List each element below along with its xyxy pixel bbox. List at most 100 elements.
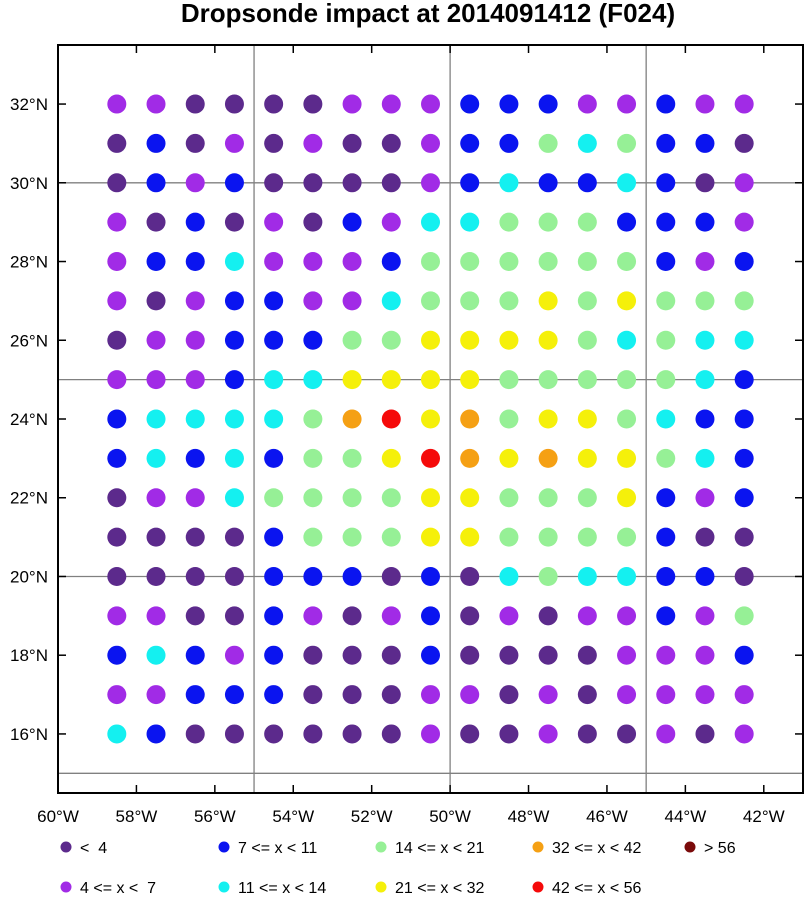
x-tick-label: 52°W	[351, 807, 393, 826]
impact-point	[734, 566, 754, 586]
impact-point	[617, 488, 637, 508]
impact-point	[734, 370, 754, 390]
impact-point	[734, 94, 754, 114]
impact-point	[656, 173, 676, 193]
impact-point	[303, 488, 323, 508]
impact-point	[381, 330, 401, 350]
y-tick-label: 22°N	[10, 489, 48, 508]
impact-point	[656, 212, 676, 232]
impact-point	[146, 645, 166, 665]
impact-point	[617, 448, 637, 468]
impact-point	[107, 527, 127, 547]
impact-point	[303, 685, 323, 705]
impact-point	[303, 330, 323, 350]
impact-point	[499, 448, 519, 468]
impact-point	[460, 330, 480, 350]
impact-point	[224, 133, 244, 153]
impact-point	[695, 488, 715, 508]
impact-point	[303, 566, 323, 586]
impact-point	[342, 566, 362, 586]
impact-point	[146, 566, 166, 586]
impact-point	[224, 212, 244, 232]
impact-point	[421, 724, 440, 744]
impact-point	[460, 606, 480, 626]
impact-point	[695, 94, 715, 114]
impact-point	[421, 94, 440, 114]
impact-point	[185, 173, 205, 193]
impact-point	[499, 212, 519, 232]
impact-point	[538, 606, 558, 626]
impact-point	[421, 566, 440, 586]
impact-point	[734, 606, 754, 626]
impact-point	[695, 291, 715, 311]
impact-point	[185, 133, 205, 153]
y-tick-label: 18°N	[10, 646, 48, 665]
impact-point	[617, 566, 637, 586]
impact-point	[224, 94, 244, 114]
impact-point	[107, 606, 127, 626]
impact-point	[381, 724, 401, 744]
impact-point	[421, 488, 440, 508]
impact-point	[342, 94, 362, 114]
impact-point	[224, 488, 244, 508]
impact-point	[734, 291, 754, 311]
impact-point	[577, 212, 597, 232]
impact-point	[577, 527, 597, 547]
impact-point	[264, 212, 284, 232]
impact-point	[656, 252, 676, 272]
impact-point	[342, 488, 362, 508]
impact-point	[342, 252, 362, 272]
impact-point	[342, 645, 362, 665]
x-tick-label: 42°W	[743, 807, 785, 826]
impact-point	[577, 645, 597, 665]
impact-point	[107, 133, 127, 153]
y-tick-label: 16°N	[10, 725, 48, 744]
impact-point	[146, 606, 166, 626]
legend-swatch	[218, 881, 230, 893]
impact-point	[538, 173, 558, 193]
impact-point	[695, 448, 715, 468]
impact-point	[656, 527, 676, 547]
impact-point	[421, 330, 440, 350]
impact-point	[617, 606, 637, 626]
impact-point	[617, 94, 637, 114]
impact-point	[342, 370, 362, 390]
impact-point	[381, 606, 401, 626]
impact-point	[421, 685, 440, 705]
impact-point	[499, 252, 519, 272]
impact-point	[342, 685, 362, 705]
impact-point	[460, 173, 480, 193]
impact-point	[734, 330, 754, 350]
impact-points	[107, 94, 754, 744]
legend-label: 21 <= x < 32	[395, 880, 485, 897]
impact-point	[734, 133, 754, 153]
impact-point	[421, 212, 440, 232]
impact-point	[381, 685, 401, 705]
impact-point	[146, 685, 166, 705]
legend-label: 32 <= x < 42	[552, 840, 642, 857]
legend-label: 4 <= x < 7	[80, 880, 156, 897]
impact-point	[617, 252, 637, 272]
impact-point	[185, 409, 205, 429]
impact-point	[499, 645, 519, 665]
impact-point	[499, 370, 519, 390]
impact-point	[538, 448, 558, 468]
impact-point	[695, 566, 715, 586]
impact-point	[264, 448, 284, 468]
y-tick-label: 26°N	[10, 331, 48, 350]
impact-point	[499, 133, 519, 153]
impact-point	[185, 212, 205, 232]
impact-point	[499, 566, 519, 586]
impact-point	[264, 488, 284, 508]
impact-point	[303, 527, 323, 547]
impact-point	[656, 291, 676, 311]
impact-point	[577, 94, 597, 114]
impact-point	[734, 724, 754, 744]
impact-point	[538, 133, 558, 153]
impact-point	[107, 488, 127, 508]
impact-point	[656, 94, 676, 114]
impact-point	[107, 94, 127, 114]
y-tick-label: 20°N	[10, 567, 48, 586]
impact-point	[577, 685, 597, 705]
impact-point	[656, 488, 676, 508]
